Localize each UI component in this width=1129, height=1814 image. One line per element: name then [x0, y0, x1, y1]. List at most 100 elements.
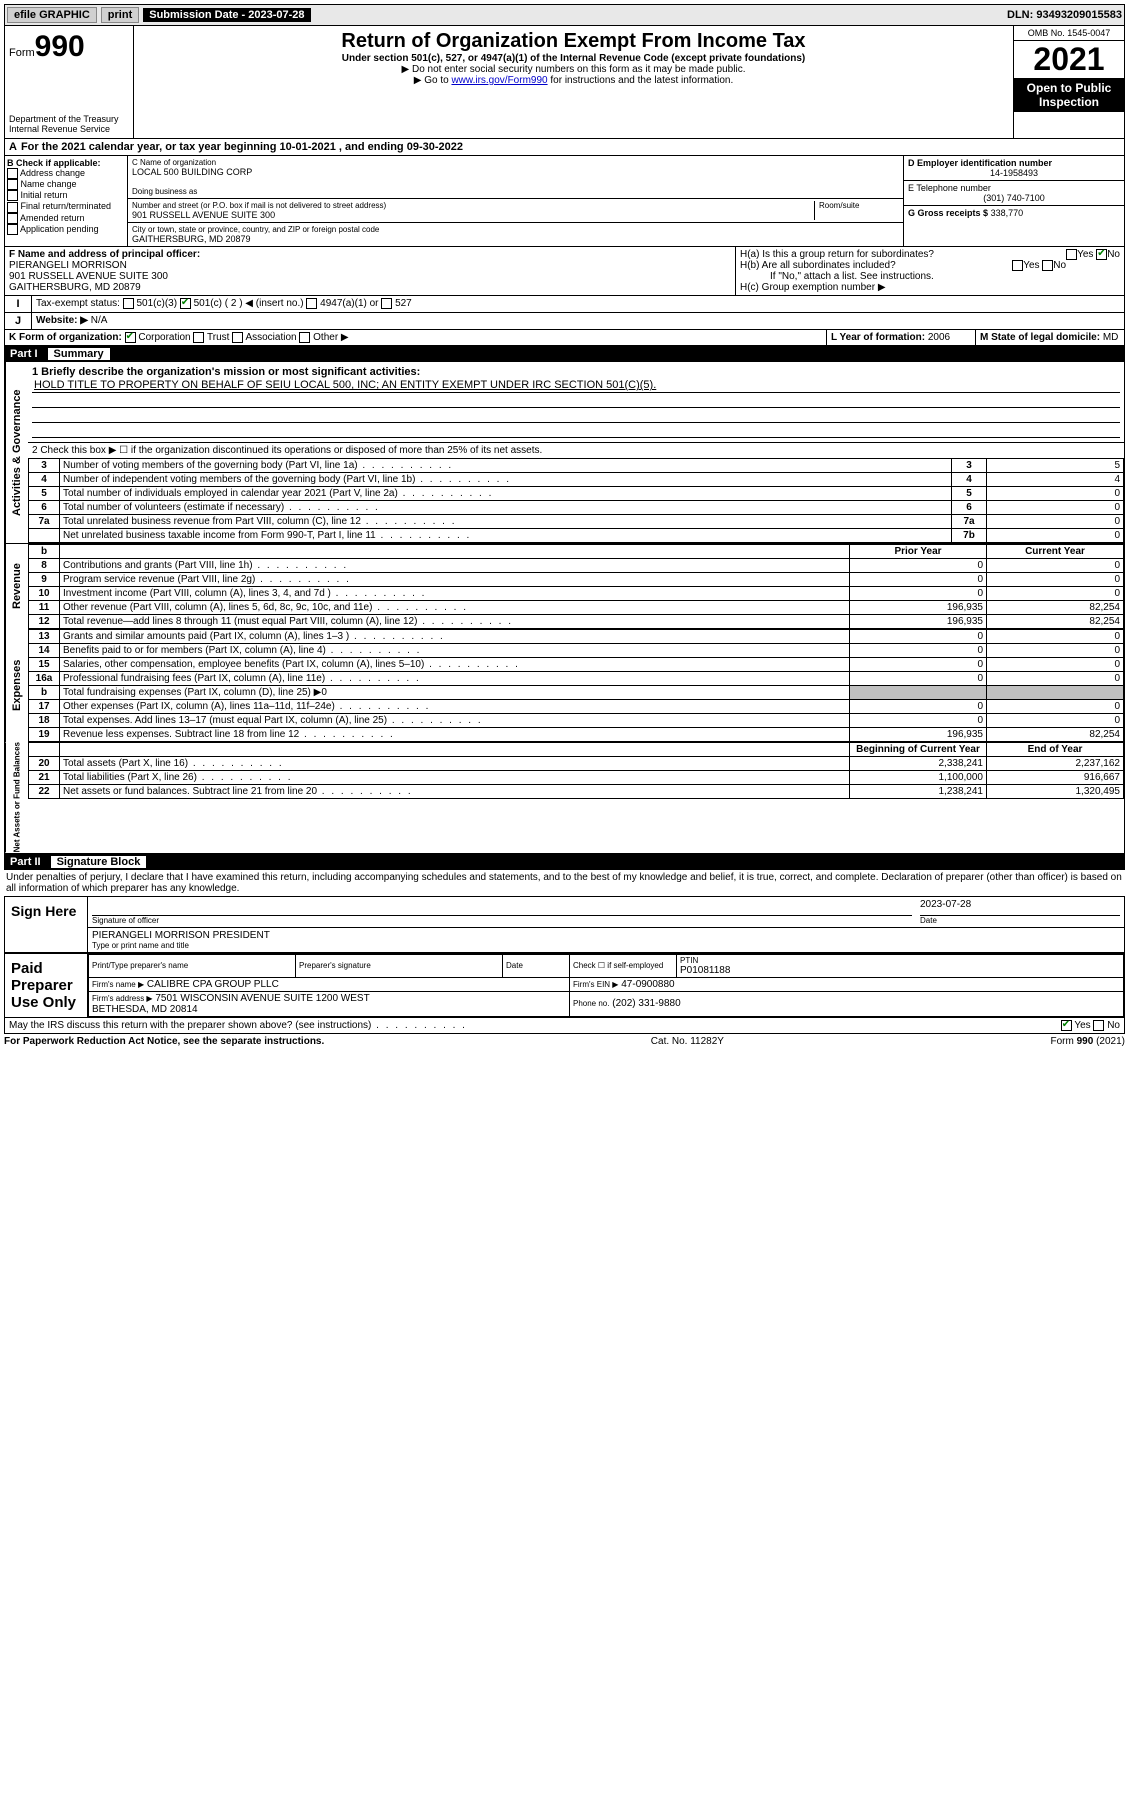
cb-corp[interactable] [125, 332, 136, 343]
ein-label: D Employer identification number [908, 158, 1120, 168]
paid-preparer-label: Paid Preparer Use Only [5, 954, 88, 1017]
checkbox-name-change[interactable] [7, 179, 18, 190]
firm-phone-label: Phone no. [573, 999, 609, 1008]
hb-label: H(b) Are all subordinates included? [740, 260, 896, 271]
part-1-num: Part I [10, 348, 38, 360]
paid-preparer-block: Paid Preparer Use Only Print/Type prepar… [4, 954, 1125, 1018]
end-year-header: End of Year [987, 743, 1124, 757]
row-a-calendar-year: A For the 2021 calendar year, or tax yea… [4, 139, 1125, 156]
city-label: City or town, state or province, country… [132, 225, 899, 234]
officer-addr1: 901 RUSSELL AVENUE SUITE 300 [9, 271, 168, 282]
self-employed-label: Check ☐ if self-employed [570, 954, 677, 977]
part-1-header: Part I Summary [4, 346, 1125, 362]
line-1: 1 Briefly describe the organization's mi… [28, 362, 1124, 443]
domicile-label: M State of legal domicile: [980, 332, 1100, 343]
perjury-declaration: Under penalties of perjury, I declare th… [4, 870, 1125, 896]
row-i: I Tax-exempt status: 501(c)(3) 501(c) ( … [4, 296, 1125, 313]
checkbox-amended-return[interactable] [7, 213, 18, 224]
table-row: 18Total expenses. Add lines 13–17 (must … [29, 714, 1124, 728]
officer-block: F Name and address of principal officer:… [4, 247, 1125, 296]
discuss-row: May the IRS discuss this return with the… [4, 1018, 1125, 1034]
table-row: 13Grants and similar amounts paid (Part … [29, 630, 1124, 644]
officer-addr2: GAITHERSBURG, MD 20879 [9, 282, 141, 293]
table-row: 14Benefits paid to or for members (Part … [29, 644, 1124, 658]
street-value: 901 RUSSELL AVENUE SUITE 300 [132, 210, 814, 220]
checkbox-application-pending[interactable] [7, 224, 18, 235]
section-b: B Check if applicable: Address change Na… [5, 156, 128, 246]
exp-vert-label: Expenses [5, 629, 28, 742]
submission-date: Submission Date - 2023-07-28 [143, 8, 310, 22]
tax-year: 2021 [1014, 41, 1124, 78]
checkbox-final-return[interactable] [7, 202, 18, 213]
cb-other[interactable] [299, 332, 310, 343]
exp-section: Expenses 13Grants and similar amounts pa… [4, 629, 1125, 742]
discuss-yes[interactable] [1061, 1020, 1072, 1031]
cb-501c[interactable] [180, 298, 191, 309]
phone-label: E Telephone number [908, 183, 1120, 193]
table-row: 6Total number of volunteers (estimate if… [29, 501, 1124, 515]
cb-4947[interactable] [306, 298, 317, 309]
sign-here-label: Sign Here [5, 897, 88, 952]
firm-addr-label: Firm's address ▶ [92, 994, 153, 1003]
section-d-e-g: D Employer identification number 14-1958… [903, 156, 1124, 246]
irs-link[interactable]: www.irs.gov/Form990 [451, 75, 547, 86]
line-1-label: 1 Briefly describe the organization's mi… [32, 366, 420, 378]
checkbox-initial-return[interactable] [7, 190, 18, 201]
table-row: 21Total liabilities (Part X, line 26)1,1… [29, 771, 1124, 785]
hb-yes[interactable] [1012, 260, 1023, 271]
efile-label: efile GRAPHIC [7, 7, 97, 23]
title-cell: Return of Organization Exempt From Incom… [134, 26, 1014, 138]
dln-label: DLN: 93493209015583 [1007, 9, 1122, 21]
print-button[interactable]: print [101, 7, 139, 23]
ptin-label: PTIN [680, 956, 1120, 965]
table-row: 15Salaries, other compensation, employee… [29, 658, 1124, 672]
ptin-value: P01081188 [680, 965, 1120, 976]
cb-assoc[interactable] [232, 332, 243, 343]
subtitle-1: Under section 501(c), 527, or 4947(a)(1)… [138, 53, 1009, 64]
checkbox-address-change[interactable] [7, 168, 18, 179]
form-title: Return of Organization Exempt From Incom… [138, 30, 1009, 53]
top-bar: efile GRAPHIC print Submission Date - 20… [4, 4, 1125, 26]
gross-label: G Gross receipts $ [908, 208, 988, 218]
gov-table: 3Number of voting members of the governi… [28, 458, 1124, 543]
table-row: 10Investment income (Part VIII, column (… [29, 587, 1124, 601]
table-row: 3Number of voting members of the governi… [29, 459, 1124, 473]
ha-no[interactable] [1096, 249, 1107, 260]
line-2: 2 Check this box ▶ ☐ if the organization… [28, 443, 1124, 458]
officer-name: PIERANGELI MORRISON [9, 260, 127, 271]
hc-label: H(c) Group exemption number ▶ [740, 282, 1120, 293]
na-vert-label: Net Assets or Fund Balances [5, 742, 28, 852]
begin-year-header: Beginning of Current Year [850, 743, 987, 757]
ha-yes[interactable] [1066, 249, 1077, 260]
room-label: Room/suite [819, 201, 899, 210]
identity-block: B Check if applicable: Address change Na… [4, 156, 1125, 247]
hb-no[interactable] [1042, 260, 1053, 271]
domicile-value: MD [1103, 332, 1119, 343]
firm-ein-label: Firm's EIN ▶ [573, 980, 618, 989]
na-table: Beginning of Current Year End of Year 20… [28, 742, 1124, 799]
footer-right: Form 990 (2021) [1051, 1036, 1125, 1047]
officer-typed-name: PIERANGELI MORRISON PRESIDENT [92, 930, 1120, 941]
table-row: 9Program service revenue (Part VIII, lin… [29, 573, 1124, 587]
year-formation-label: L Year of formation: [831, 332, 925, 343]
cb-527[interactable] [381, 298, 392, 309]
table-row: 12Total revenue—add lines 8 through 11 (… [29, 615, 1124, 629]
firm-phone: (202) 331-9880 [612, 998, 680, 1009]
sig-officer-label: Signature of officer [92, 916, 912, 925]
gov-vert-label: Activities & Governance [5, 362, 28, 543]
form-org-label: K Form of organization: [9, 332, 122, 343]
tax-exempt-label: Tax-exempt status: [36, 298, 120, 309]
table-row: 4Number of independent voting members of… [29, 473, 1124, 487]
page-footer: For Paperwork Reduction Act Notice, see … [4, 1034, 1125, 1049]
section-f: F Name and address of principal officer:… [5, 247, 735, 295]
sign-here-block: Sign Here Signature of officer 2023-07-2… [4, 896, 1125, 954]
firm-name: CALIBRE CPA GROUP PLLC [147, 979, 279, 990]
discuss-no[interactable] [1093, 1020, 1104, 1031]
subtitle-3: ▶ Go to www.irs.gov/Form990 for instruct… [138, 75, 1009, 86]
table-row: 20Total assets (Part X, line 16)2,338,24… [29, 757, 1124, 771]
table-row: 19Revenue less expenses. Subtract line 1… [29, 728, 1124, 742]
table-row: 8Contributions and grants (Part VIII, li… [29, 559, 1124, 573]
cb-trust[interactable] [193, 332, 204, 343]
cb-501c3[interactable] [123, 298, 134, 309]
website-value: N/A [91, 315, 108, 326]
